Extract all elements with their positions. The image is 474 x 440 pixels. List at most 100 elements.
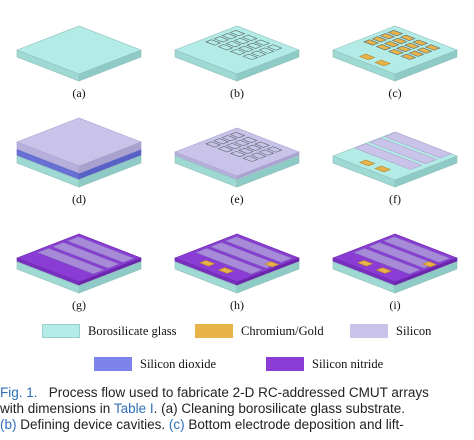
panel-illustration xyxy=(174,127,300,188)
device-cavity xyxy=(238,45,254,53)
panel-a: (a) xyxy=(0,0,158,106)
contact-pad xyxy=(264,261,280,268)
device-cavity xyxy=(408,50,425,57)
legend-swatch-silicon-nitride xyxy=(266,357,304,371)
silicon-layer-top-face xyxy=(16,117,142,167)
device-cavity xyxy=(233,139,250,147)
bottom-electrode-pad xyxy=(374,165,391,173)
caption-line-1: Fig. 1. Process flow used to fabricate 2… xyxy=(0,385,474,401)
bottom-electrode-pad xyxy=(358,159,376,167)
top-electrode-strip xyxy=(36,247,106,275)
panel-illustration xyxy=(16,117,142,188)
device-cavity xyxy=(238,147,254,155)
device-cavity xyxy=(250,152,267,159)
table-reference-link[interactable]: Table I xyxy=(113,401,154,416)
device-cavity xyxy=(217,44,234,51)
caption-line-2: with dimensions in Table I. (a) Cleaning… xyxy=(0,401,474,417)
device-cavity xyxy=(250,50,267,57)
caption-line-3: (b) Defining device cavities. (c) Bottom… xyxy=(0,417,474,433)
glass-substrate-top-face xyxy=(174,25,300,75)
contact-pad xyxy=(422,261,438,268)
device-cavity xyxy=(404,42,421,49)
panel-b: (b) xyxy=(158,0,316,106)
panel-label: (h) xyxy=(230,298,244,312)
panel-illustration xyxy=(16,25,142,82)
device-cavity xyxy=(241,34,258,41)
device-cavity xyxy=(229,150,246,158)
glass-substrate-top-face xyxy=(16,25,142,75)
top-electrode-strip xyxy=(194,247,264,275)
silicon-strip xyxy=(368,137,438,165)
panel-illustration xyxy=(174,25,300,82)
contact-pad xyxy=(356,260,374,267)
device-cavity xyxy=(241,136,258,143)
legend-swatch-silicon-dioxide xyxy=(94,357,132,371)
device-cavity xyxy=(258,47,275,54)
device-cavity xyxy=(229,48,246,56)
step-c-link[interactable]: (c) xyxy=(168,417,185,432)
device-cavity xyxy=(391,37,408,45)
device-cavity xyxy=(371,36,388,43)
device-cavity xyxy=(205,39,222,46)
figure-caption: Fig. 1. Process flow used to fabricate 2… xyxy=(0,385,474,433)
device-cavity xyxy=(213,138,230,145)
panel-f: (f) xyxy=(316,106,474,212)
device-cavity xyxy=(424,44,441,51)
panel-d: (d) xyxy=(0,106,158,212)
legend-label-chromium-gold: Chromium/Gold xyxy=(241,323,324,338)
contact-pad xyxy=(375,267,393,274)
device-cavity xyxy=(412,39,429,46)
device-cavity xyxy=(383,41,400,48)
caption-step-b-text: Defining device cavities. xyxy=(16,417,169,432)
legend-item-silicon-dioxide: Silicon dioxide xyxy=(94,356,216,372)
panel-i: (i) xyxy=(316,212,474,318)
caption-step-c-text: Bottom electrode deposition and lift- xyxy=(184,417,404,432)
legend-label-silicon-dioxide: Silicon dioxide xyxy=(140,356,217,371)
legend-item-silicon-nitride: Silicon nitride xyxy=(266,356,383,372)
device-cavity xyxy=(387,29,404,37)
panel-label: (g) xyxy=(72,298,86,312)
device-cavity xyxy=(233,37,250,45)
device-cavity xyxy=(229,131,246,139)
device-cavity xyxy=(246,144,263,151)
contact-pad xyxy=(217,267,235,274)
legend-label-silicon-nitride: Silicon nitride xyxy=(312,356,384,371)
panel-illustration xyxy=(332,131,458,188)
device-cavity xyxy=(229,29,246,37)
device-cavity xyxy=(416,47,433,54)
device-cavity xyxy=(225,41,242,48)
top-electrode-strip xyxy=(51,242,121,269)
legend-swatch-chromium-gold xyxy=(195,324,233,338)
legend-swatch-glass xyxy=(42,324,80,338)
device-cavity xyxy=(396,45,412,53)
panel-illustration xyxy=(332,233,458,294)
step-b-link[interactable]: (b) xyxy=(0,417,17,432)
legend-item-silicon: Silicon xyxy=(350,323,431,339)
panel-label: (i) xyxy=(389,298,401,312)
device-cavity xyxy=(258,149,275,156)
top-electrode-strip xyxy=(382,236,452,263)
bottom-electrode-pad xyxy=(374,59,391,67)
top-electrode-strip xyxy=(224,236,294,263)
device-cavity xyxy=(205,141,222,148)
caption-line-2-rest: . (a) Cleaning borosilicate glass substr… xyxy=(153,401,405,416)
device-cavity xyxy=(242,155,259,162)
caption-line-1-text: Process flow used to fabricate 2-D RC-ad… xyxy=(48,385,429,400)
device-cavity xyxy=(242,53,259,60)
device-cavity xyxy=(221,33,238,40)
panel-g: (g) xyxy=(0,212,158,318)
device-cavity xyxy=(266,44,283,51)
legend-label-glass: Borosilicate glass xyxy=(88,323,177,338)
device-cavity xyxy=(363,39,380,46)
legend-label-silicon: Silicon xyxy=(396,323,432,338)
caption-fig-number: Fig. 1. xyxy=(0,385,38,400)
panel-illustration xyxy=(16,233,142,294)
device-cavity xyxy=(225,143,242,150)
device-cavity xyxy=(266,146,283,153)
silicon-membrane-top-face xyxy=(174,127,300,177)
panel-label: (a) xyxy=(72,86,86,100)
device-cavity xyxy=(246,42,263,49)
device-cavity xyxy=(400,53,417,60)
legend-item-chromium-gold: Chromium/Gold xyxy=(195,323,324,339)
